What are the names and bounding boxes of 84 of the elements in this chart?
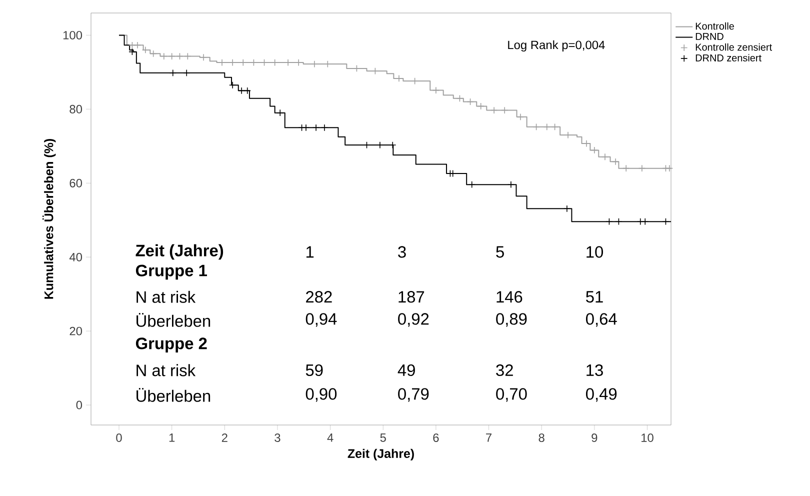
point — [170, 70, 176, 76]
point — [456, 95, 463, 102]
y-tick-label: 20 — [70, 326, 82, 336]
annotation: 1 — [306, 246, 314, 258]
annotation: Gruppe 2 — [136, 338, 207, 353]
annotation: 0,89 — [496, 313, 527, 327]
y-tick-label: 100 — [63, 30, 82, 40]
x-tick-label: 8 — [538, 434, 544, 442]
point — [302, 124, 310, 131]
annotation: Gruppe 1 — [136, 264, 207, 280]
annotation: 282 — [306, 291, 332, 303]
annotation: 59 — [306, 364, 323, 376]
annotation: 49 — [398, 364, 415, 376]
point — [564, 205, 570, 212]
point — [490, 107, 498, 114]
point — [606, 218, 612, 225]
x-tick-label: 6 — [433, 434, 439, 442]
point — [552, 124, 558, 130]
point — [501, 107, 508, 114]
annotation: Überleben — [136, 388, 210, 402]
annotation: 51 — [586, 291, 603, 303]
x-axis-title: Zeit (Jahre) — [348, 448, 414, 460]
point — [517, 114, 524, 120]
y-tick-label: 0 — [76, 400, 82, 410]
point — [612, 158, 619, 165]
point — [244, 87, 251, 94]
point — [602, 154, 608, 160]
legend-label: Kontrolle — [696, 22, 734, 30]
point — [544, 124, 550, 130]
point — [638, 165, 646, 172]
annotation: 0,64 — [586, 313, 617, 327]
annotation: 0,90 — [306, 388, 337, 402]
annotation: 0,70 — [496, 388, 527, 402]
x-tick-label: 1 — [169, 434, 175, 442]
annotation: 0,92 — [398, 313, 429, 327]
point — [591, 147, 598, 154]
annotation: N at risk — [136, 364, 196, 376]
annotation: 0,79 — [398, 388, 429, 402]
annotation: 32 — [496, 364, 513, 376]
annotation: 0,49 — [586, 388, 617, 402]
annotation: 187 — [398, 291, 424, 303]
point — [160, 53, 168, 60]
y-tick-label: 40 — [69, 252, 82, 262]
x-tick-label: 9 — [592, 434, 598, 442]
point — [321, 124, 328, 131]
point — [134, 42, 141, 48]
y-tick-label: 80 — [70, 104, 82, 114]
point — [622, 165, 630, 172]
point — [468, 181, 476, 188]
point — [312, 124, 320, 131]
x-tick-label: 3 — [274, 434, 280, 442]
x-tick-label: 4 — [327, 434, 334, 442]
point — [533, 124, 540, 130]
x-tick-label: 7 — [486, 434, 492, 442]
annotation: 10 — [586, 246, 604, 258]
point — [229, 82, 236, 88]
annotation: 0,94 — [306, 313, 337, 327]
y-tick-label: 60 — [70, 178, 82, 188]
annotation: 3 — [398, 246, 406, 258]
x-tick-label: 5 — [380, 434, 386, 442]
point — [200, 54, 207, 61]
annotation: 13 — [586, 364, 603, 376]
annotation: 5 — [496, 246, 504, 258]
point — [432, 87, 440, 94]
legend-label: DRND zensiert — [696, 54, 762, 62]
point — [642, 218, 648, 225]
annotation: 146 — [496, 291, 522, 303]
legend-label: Kontrolle zensiert — [696, 43, 772, 51]
point — [508, 181, 514, 188]
x-tick-label: 2 — [222, 434, 228, 442]
x-tick-label: 10 — [641, 434, 654, 442]
annotation: Log Rank p=0,004 — [508, 40, 605, 52]
legend-label: DRND — [696, 33, 724, 40]
point — [616, 218, 622, 225]
annotation: Zeit (Jahre) — [136, 244, 224, 260]
point — [183, 70, 190, 76]
x-tick-label: 0 — [116, 434, 122, 442]
point — [666, 165, 673, 172]
point — [276, 110, 284, 116]
annotation: N at risk — [136, 290, 196, 303]
point — [662, 218, 669, 225]
annotation: Überleben — [136, 312, 210, 327]
point — [238, 87, 245, 94]
y-axis-title: Kumulatives Überleben (%) — [42, 139, 56, 299]
